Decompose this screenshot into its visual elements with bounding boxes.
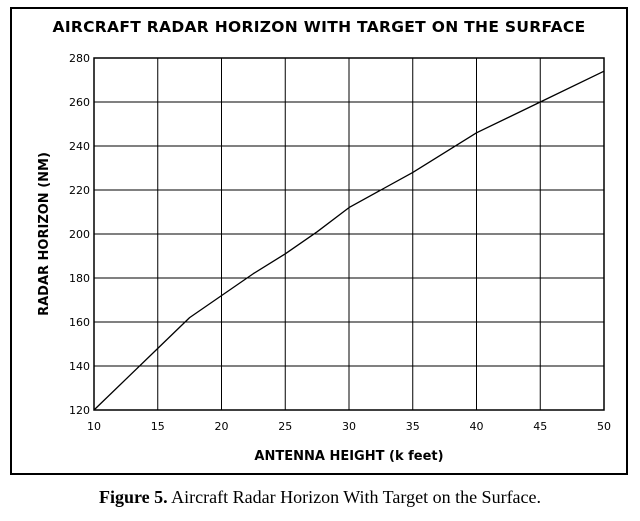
y-tick-label: 140 — [69, 360, 90, 373]
x-tick-label: 40 — [470, 420, 484, 433]
x-tick-label: 10 — [87, 420, 101, 433]
figure-frame: AIRCRAFT RADAR HORIZON WITH TARGET ON TH… — [10, 7, 628, 475]
x-tick-label: 50 — [597, 420, 611, 433]
y-tick-label: 200 — [69, 228, 90, 241]
series-line-0 — [93, 70, 605, 411]
x-tick-label: 25 — [278, 420, 292, 433]
x-tick-label: 35 — [406, 420, 420, 433]
x-tick-label: 20 — [215, 420, 229, 433]
figure-caption-text: Aircraft Radar Horizon With Target on th… — [171, 487, 542, 507]
y-tick-label: 260 — [69, 96, 90, 109]
x-axis-title: ANTENNA HEIGHT (k feet) — [254, 449, 443, 464]
y-axis-title: RADAR HORIZON (NM) — [37, 152, 52, 316]
y-tick-label: 280 — [69, 52, 90, 65]
chart-title: AIRCRAFT RADAR HORIZON WITH TARGET ON TH… — [52, 18, 586, 36]
y-tick-label: 220 — [69, 184, 90, 197]
y-tick-label: 160 — [69, 316, 90, 329]
y-tick-label: 180 — [69, 272, 90, 285]
figure-caption-label: Figure 5. — [98, 487, 168, 507]
y-tick-label: 240 — [69, 140, 90, 153]
y-tick-label: 120 — [69, 404, 90, 417]
x-tick-label: 45 — [533, 420, 547, 433]
figure-caption: Figure 5. Aircraft Radar Horizon With Ta… — [0, 487, 640, 508]
x-tick-label: 30 — [342, 420, 356, 433]
x-tick-label: 15 — [151, 420, 165, 433]
